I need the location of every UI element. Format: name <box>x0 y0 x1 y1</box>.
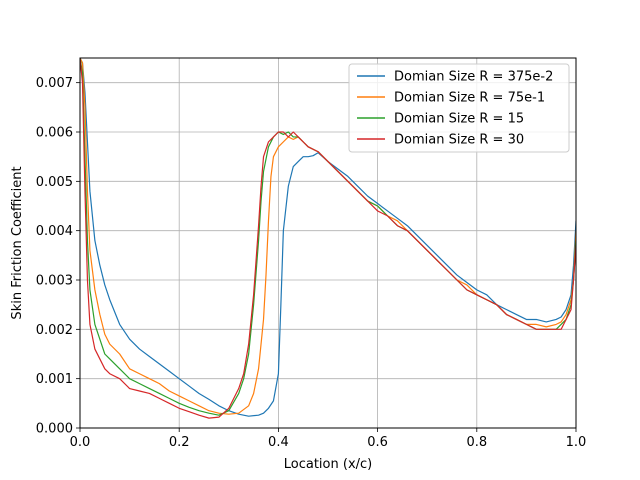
x-tick-label: 0.2 <box>169 435 190 450</box>
series-line-4 <box>80 58 576 419</box>
legend-label-4: Domian Size R = 30 <box>394 133 524 148</box>
legend: Domian Size R = 375e-2 Domian Size R = 75… <box>348 63 570 153</box>
y-tick-label: 0.002 <box>36 323 73 338</box>
legend-label-2: Domian Size R = 75e-1 <box>394 91 545 106</box>
legend-label-1: Domian Size R = 375e-2 <box>394 70 553 85</box>
x-tick-label: 0.4 <box>268 435 289 450</box>
y-axis-label: Skin Friction Coefficient <box>10 166 25 319</box>
y-tick-label: 0.000 <box>36 422 73 437</box>
y-tick-label: 0.004 <box>36 224 73 239</box>
y-tick-label: 0.001 <box>36 372 73 387</box>
x-tick-label: 0.0 <box>70 435 91 450</box>
series-layer <box>80 58 576 419</box>
plot-frame <box>79 57 577 429</box>
y-tick-label: 0.006 <box>36 126 73 141</box>
x-tick-label: 1.0 <box>566 435 587 450</box>
y-tick-label: 0.003 <box>36 274 73 289</box>
y-tick-label: 0.005 <box>36 175 73 190</box>
axis-ticks: 0.0 0.2 0.4 0.6 0.8 1.0 0.000 0.001 0.002 0.003 0.… <box>36 76 587 450</box>
legend-label-3: Domian Size R = 15 <box>394 112 524 127</box>
grid-lines <box>79 58 577 429</box>
y-tick-label: 0.007 <box>36 76 73 91</box>
x-axis-label: Location (x/c) <box>284 457 372 472</box>
x-tick-label: 0.6 <box>367 435 388 450</box>
legend-box <box>348 63 570 153</box>
x-tick-label: 0.8 <box>466 435 487 450</box>
